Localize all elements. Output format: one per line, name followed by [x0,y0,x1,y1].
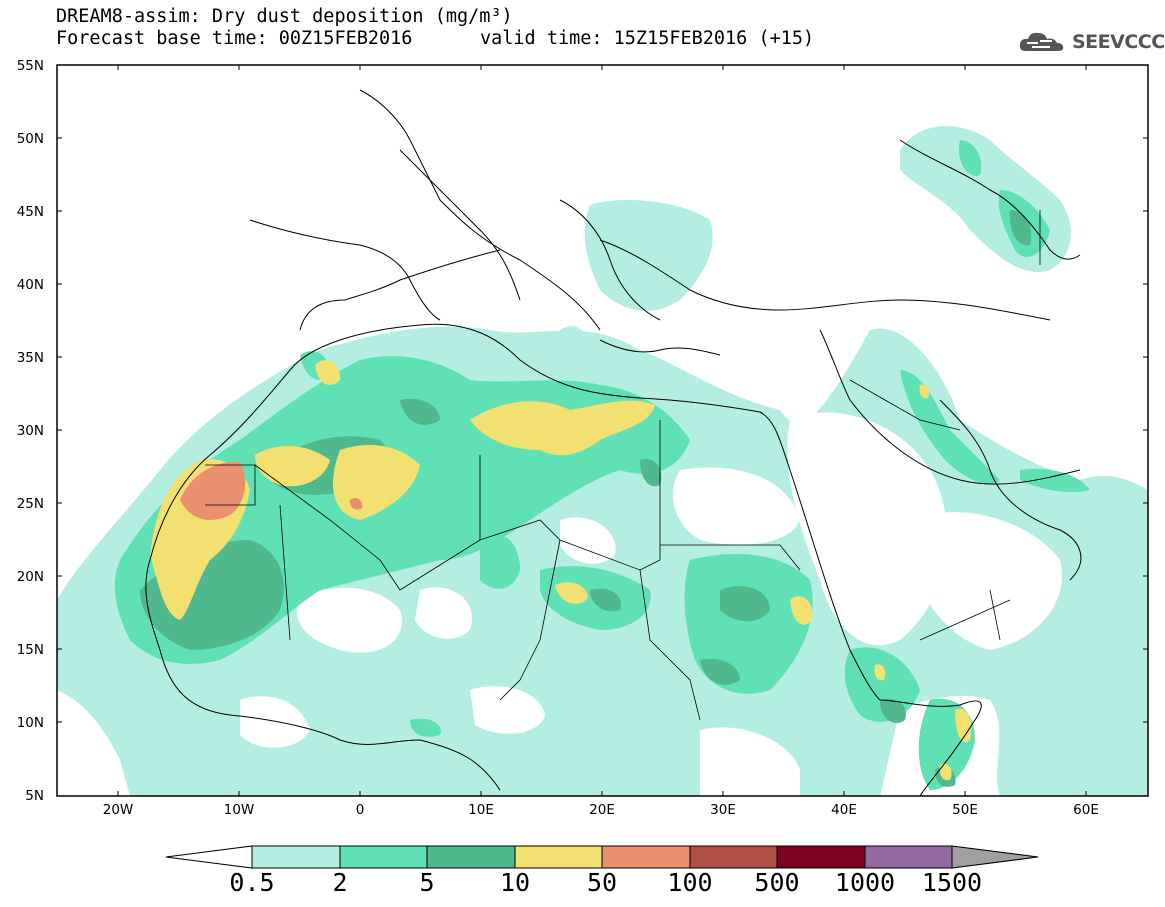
lat-label: 5N [25,788,44,804]
colorbar-segment [602,846,690,868]
colorbar-level-label: 50 [586,868,618,897]
lon-label: 10E [468,802,494,818]
lat-label: 25N [17,496,44,512]
colorbar-level-label: 10 [499,868,531,897]
seevccc-logo: SEEVCCC [1018,28,1165,56]
lon-label: 20E [589,802,615,818]
cloud-icon [1019,32,1064,51]
lon-label: 50E [952,802,978,818]
lat-label: 45N [17,204,44,220]
lon-label: 30E [710,802,736,818]
colorbar-segment [340,846,427,868]
colorbar-level-label: 0.5 [229,868,275,897]
colorbar-segment [690,846,777,868]
dust-gaps [57,412,1062,796]
colorbar-level-label: 2 [332,868,348,897]
colorbar-under-triangle [165,845,253,869]
colorbar-level-label: 500 [754,868,800,897]
lat-label: 55N [17,58,44,74]
colorbar-segment [515,846,602,868]
forecast-base-time: Forecast base time: 00Z15FEB2016 [56,28,413,49]
lon-label: 10W [224,802,255,818]
longitude-axis: 20W 10W 0 10E 20E 30E 40E 50E 60E [103,65,1099,818]
colorbar-segment [252,846,340,868]
lon-label: 60E [1073,802,1099,818]
map-title: DREAM8-assim: Dry dust deposition (mg/m³… [56,6,513,27]
colorbar-level-label: 1000 [834,868,896,897]
colorbar-level-label: 100 [667,868,713,897]
lat-label: 10N [17,715,44,731]
lon-label: 20W [103,802,134,818]
lon-label: 40E [831,802,857,818]
dust-level-50 [180,461,363,520]
latitude-axis: 55N 50N 45N 40N 35N 30N 25N 20N 15N 10N … [17,58,1148,804]
valid-time: valid time: 15Z15FEB2016 (+15) [480,28,815,49]
lat-label: 35N [17,350,44,366]
lat-label: 40N [17,277,44,293]
lat-label: 30N [17,423,44,439]
colorbar-segment [865,846,952,868]
lat-label: 20N [17,569,44,585]
lat-label: 50N [17,131,44,147]
colorbar-segment [427,846,515,868]
colorbar-level-label: 5 [419,868,435,897]
colorbar [165,845,1039,869]
colorbar-over-triangle [951,845,1039,869]
lat-label: 15N [17,642,44,658]
lon-label: 0 [356,802,365,818]
colorbar-level-label: 1500 [921,868,983,897]
colorbar-segment [777,846,865,868]
logo-text: SEEVCCC [1072,31,1165,53]
dust-field [57,126,1148,796]
country-borders [205,210,1041,721]
coastlines-and-borders [145,89,1082,796]
